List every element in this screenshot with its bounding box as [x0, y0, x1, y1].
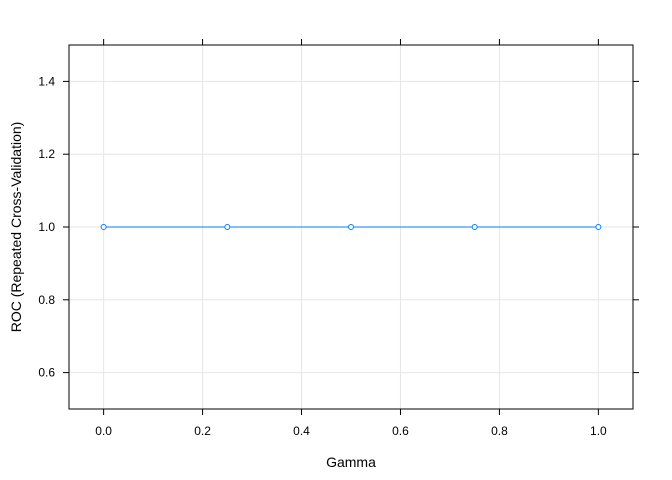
x-tick-label-0: 0.0	[95, 424, 112, 438]
x-axis-title: Gamma	[326, 454, 376, 470]
y-tick-label-1: 0.8	[38, 293, 55, 307]
x-tick-label-2: 0.4	[293, 424, 310, 438]
x-tick-label-5: 1.0	[590, 424, 607, 438]
data-point-4	[595, 224, 602, 230]
x-tick-label-1: 0.2	[194, 424, 211, 438]
y-tick-label-2: 1.0	[38, 220, 55, 234]
y-axis-title: ROC (Repeated Cross-Validation)	[8, 122, 24, 333]
y-tick-label-4: 1.4	[38, 74, 55, 88]
series-layer	[100, 224, 602, 230]
data-point-2	[348, 224, 354, 230]
tick-labels: 0.0 0.2 0.4 0.6 0.8 1.0 0.6 0.8 1.0 1.2 1.4	[38, 74, 607, 438]
x-tick-label-3: 0.6	[392, 424, 409, 438]
y-tick-label-3: 1.2	[38, 147, 55, 161]
data-point-0	[100, 224, 107, 230]
x-tick-label-4: 0.8	[491, 424, 508, 438]
data-point-1	[224, 224, 231, 230]
y-tick-label-0: 0.6	[38, 366, 55, 380]
data-point-3	[471, 224, 478, 230]
ticks-layer	[63, 39, 639, 415]
